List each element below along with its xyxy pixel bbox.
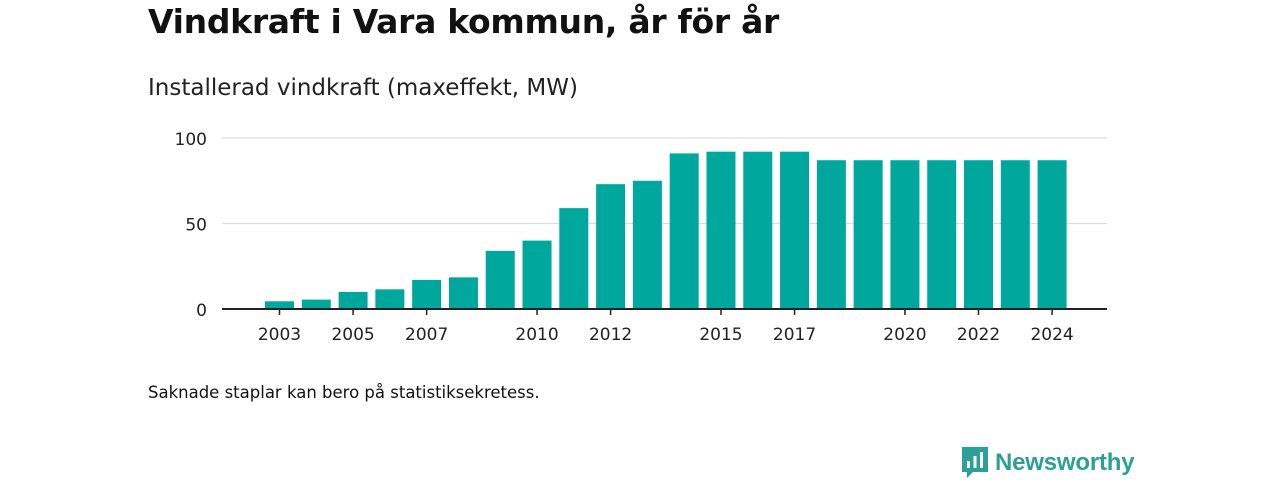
chart-title: Vindkraft i Vara kommun, år för år (148, 2, 780, 41)
bar-2003 (265, 301, 294, 309)
x-tick-label: 2020 (883, 325, 926, 345)
bar-2007 (412, 279, 442, 309)
x-tick-label: 2012 (589, 325, 632, 345)
bar-2023 (1000, 160, 1030, 309)
chart-subtitle: Installerad vindkraft (maxeffekt, MW) (148, 75, 578, 101)
bar-2018 (816, 160, 846, 309)
bar-2006 (375, 289, 405, 309)
brand-logo-link[interactable]: Newsworthy (962, 446, 1135, 480)
grid-lines (222, 137, 1107, 225)
x-tick-label: 2015 (699, 325, 742, 345)
bar-2024 (1037, 160, 1067, 309)
bar-2012 (596, 184, 626, 309)
bar-2011 (559, 208, 589, 309)
x-tick-label: 2005 (331, 325, 374, 345)
newsworthy-logo-icon (962, 447, 988, 478)
x-tick-label: 2010 (515, 325, 558, 345)
bars (265, 151, 1067, 309)
bar-2005 (338, 291, 368, 309)
bar-2019 (853, 160, 883, 309)
bar-2013 (632, 180, 662, 309)
brand-name: Newsworthy (995, 449, 1135, 476)
bar-2008 (448, 277, 478, 309)
bar-2004 (301, 299, 331, 309)
x-tick-label: 2024 (1030, 325, 1073, 345)
bar-2020 (890, 160, 920, 309)
bar-chart: 0 50 100 2003 2005 2007 2010 2012 2015 2017 2020 20… (175, 130, 1107, 345)
x-tick-label: 2003 (258, 325, 301, 345)
bar-2022 (964, 160, 994, 309)
bar-2017 (780, 151, 810, 309)
axes: 0 50 100 2003 2005 2007 2010 2012 2015 2017 2020 20… (175, 130, 1107, 345)
bar-2009 (485, 250, 515, 309)
bar-2010 (522, 240, 552, 309)
bar-2016 (743, 151, 773, 309)
bar-2021 (927, 160, 957, 309)
y-tick-label: 0 (196, 301, 207, 321)
bar-2014 (669, 153, 699, 309)
footnote: Saknade staplar kan bero på statistiksek… (148, 383, 540, 402)
x-tick-label: 2017 (773, 325, 816, 345)
y-tick-label: 100 (175, 130, 207, 150)
x-tick-label: 2007 (405, 325, 448, 345)
bar-2015 (706, 151, 736, 309)
x-tick-label: 2022 (957, 325, 1000, 345)
y-tick-label: 50 (185, 216, 207, 236)
